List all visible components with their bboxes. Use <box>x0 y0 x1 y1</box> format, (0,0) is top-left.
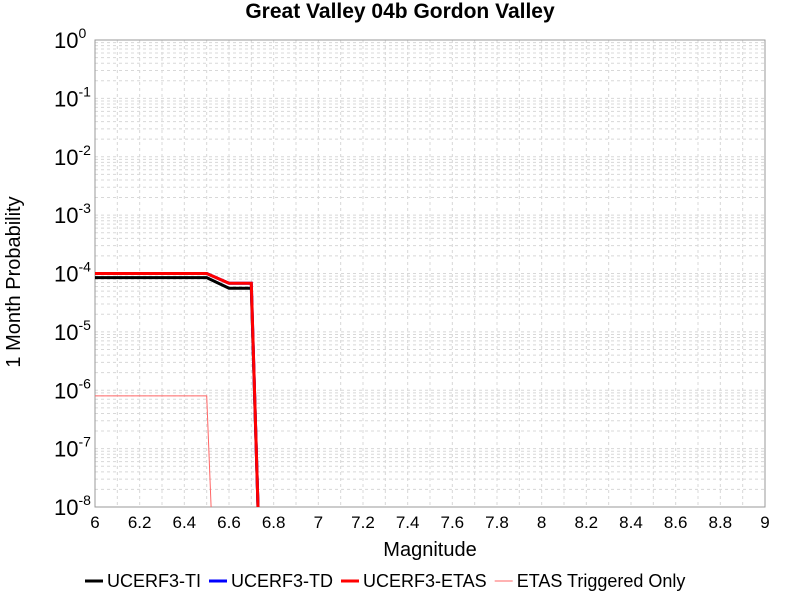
legend-label: UCERF3-TI <box>107 571 201 591</box>
x-tick-label: 7.4 <box>396 513 420 532</box>
y-tick-label: 10-1 <box>54 83 91 111</box>
y-tick-label: 10-3 <box>54 200 91 228</box>
series-line-2 <box>95 272 260 507</box>
legend-label: ETAS Triggered Only <box>517 571 686 591</box>
y-tick-label: 10-8 <box>54 492 91 520</box>
x-tick-label: 8 <box>537 513 546 532</box>
y-tick-label: 100 <box>54 25 86 53</box>
x-ticks: 6 6.2 6.4 6.6 6.8 7 7.2 7.4 7.6 7.8 8 8.2 8.4 8.6 8.8 9 <box>90 513 769 532</box>
x-tick-label: 6.6 <box>217 513 241 532</box>
x-tick-label: 8.6 <box>664 513 688 532</box>
y-tick-label: 10-4 <box>54 259 91 287</box>
x-tick-label: 6.8 <box>262 513 286 532</box>
x-tick-label: 7.8 <box>485 513 509 532</box>
legend-label: UCERF3-ETAS <box>363 571 487 591</box>
y-tick-label: 10-6 <box>54 375 91 403</box>
y-axis-label: 1 Month Probability <box>3 196 25 367</box>
x-tick-label: 8.4 <box>619 513 643 532</box>
x-tick-label: 7.6 <box>441 513 465 532</box>
y-tick-label: 10-2 <box>54 142 91 170</box>
series-line-3 <box>95 395 212 507</box>
legend: UCERF3-TI UCERF3-TD UCERF3-ETAS ETAS Trigge… <box>85 571 685 591</box>
chart-title: Great Valley 04b Gordon Valley <box>245 0 555 23</box>
x-tick-label: 8.8 <box>709 513 733 532</box>
legend-label: UCERF3-TD <box>231 571 333 591</box>
x-tick-label: 7 <box>314 513 323 532</box>
series-layer <box>95 272 260 507</box>
x-tick-label: 6.4 <box>173 513 197 532</box>
x-tick-label: 6 <box>90 513 99 532</box>
x-tick-label: 9 <box>760 513 769 532</box>
x-axis-label: Magnitude <box>383 539 476 561</box>
grid <box>94 40 766 508</box>
x-tick-label: 6.2 <box>128 513 152 532</box>
series-line-0 <box>95 276 260 507</box>
y-ticks: 100 10-1 10-2 10-3 10-4 10-5 10-6 10-7 10-8 <box>54 25 91 520</box>
x-tick-label: 7.2 <box>351 513 375 532</box>
x-tick-label: 8.2 <box>575 513 599 532</box>
y-tick-label: 10-7 <box>54 434 91 462</box>
y-tick-label: 10-5 <box>54 317 91 345</box>
